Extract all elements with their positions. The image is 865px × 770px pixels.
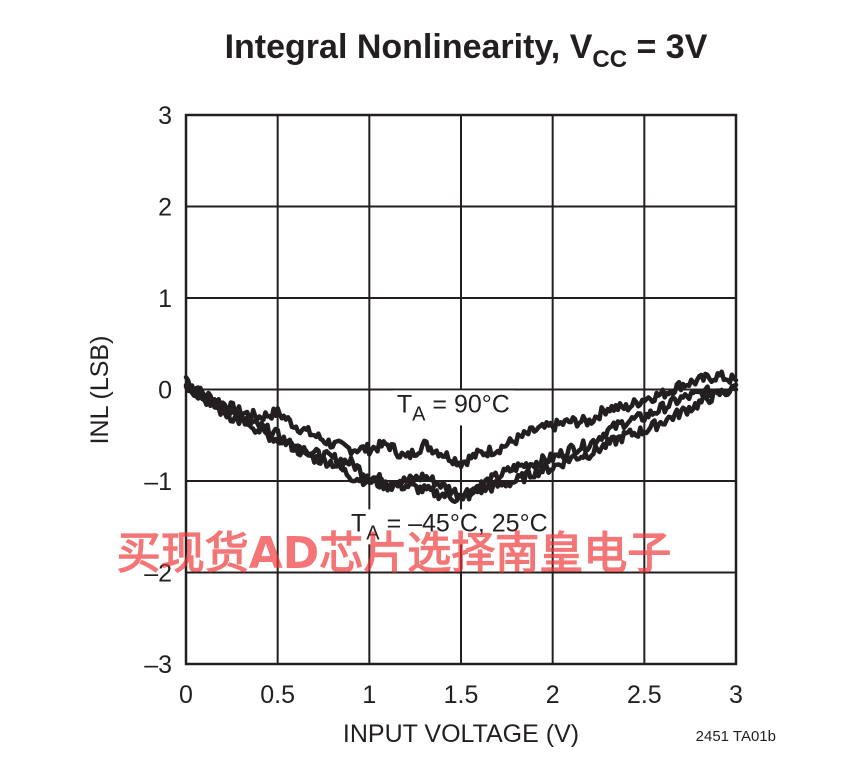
x-tick-label: 2.5: [627, 681, 662, 709]
x-tick-label: 0.5: [260, 681, 295, 709]
x-axis-label: INPUT VOLTAGE (V): [343, 720, 579, 748]
annotation-bg-1: [392, 390, 514, 426]
x-tick-label: 0: [179, 681, 193, 709]
annotation-1: TA = 90°C: [397, 390, 510, 425]
annotations: TA = 90°C TA = –45°C, 25°C: [347, 390, 552, 545]
figure-code: 2451 TA01b: [696, 728, 776, 745]
annotation-2: TA = –45°C, 25°C: [351, 509, 548, 544]
y-tick-label: 1: [158, 285, 172, 313]
series-line-1: [183, 369, 739, 470]
x-tick-label: 1: [362, 681, 376, 709]
x-tick-label: 3: [729, 681, 743, 709]
y-axis-label: INL (LSB): [86, 336, 114, 445]
series-line-3: [183, 383, 739, 504]
y-tick-label: –1: [144, 468, 172, 496]
y-tick-label: –3: [144, 651, 172, 679]
x-tick-label: 2: [546, 681, 560, 709]
watermark-text: 买现货AD芯片选择南皇电子: [117, 528, 672, 579]
series-group: [183, 369, 739, 504]
annotation-bg-2: [347, 509, 552, 545]
chart-title: Integral Nonlinearity, VCC = 3V: [225, 28, 708, 73]
y-tick-label: 3: [158, 102, 172, 130]
y-tick-label: –2: [144, 560, 172, 588]
x-tick-labels: 0 0.5 1 1.5 2 2.5 3: [179, 681, 743, 709]
y-tick-label: 2: [158, 194, 172, 222]
y-tick-labels: 3 2 1 0 –1 –2 –3: [144, 102, 172, 679]
x-tick-label: 1.5: [444, 681, 479, 709]
y-tick-label: 0: [158, 377, 172, 405]
